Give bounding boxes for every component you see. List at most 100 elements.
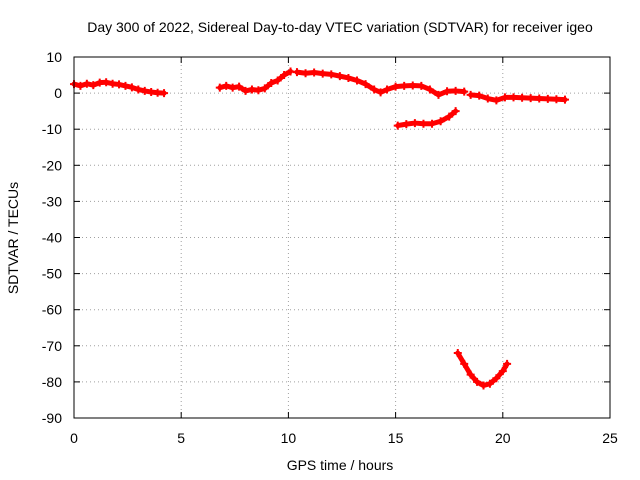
data-point — [127, 83, 136, 92]
data-point — [460, 87, 469, 96]
data-point — [241, 86, 250, 95]
data-point — [509, 93, 518, 102]
data-point — [466, 370, 475, 379]
data-point — [500, 93, 509, 102]
data-point — [479, 381, 488, 390]
x-tick-label: 25 — [602, 430, 618, 446]
y-tick-label: 10 — [46, 49, 62, 65]
data-point — [235, 82, 244, 91]
data-segment — [453, 349, 512, 390]
data-segment — [70, 78, 169, 98]
data-point — [498, 367, 507, 376]
data-point — [327, 70, 336, 79]
y-tick-label: -40 — [42, 230, 62, 246]
data-point — [121, 81, 130, 90]
data-point — [301, 69, 310, 78]
data-point — [473, 377, 482, 386]
data-trace — [455, 350, 510, 389]
data-point — [353, 76, 362, 85]
data-point — [102, 78, 111, 87]
data-point — [408, 81, 417, 90]
data-point — [140, 86, 149, 95]
grid-lines — [74, 57, 610, 418]
x-tick-label: 10 — [281, 430, 297, 446]
data-point — [280, 71, 289, 80]
data-point — [436, 117, 445, 126]
data-point — [370, 85, 379, 94]
x-tick-label: 0 — [70, 430, 78, 446]
data-point — [428, 119, 437, 128]
y-axis-label: SDTVAR / TECUs — [5, 182, 21, 294]
data-point — [417, 81, 426, 90]
data-point — [492, 374, 501, 383]
data-point — [451, 86, 460, 95]
data-point — [492, 96, 501, 105]
data-point — [273, 76, 282, 85]
y-tick-label: -60 — [42, 302, 62, 318]
data-point — [393, 121, 402, 130]
data-segment — [466, 90, 569, 105]
data-point — [402, 120, 411, 129]
data-point — [383, 85, 392, 94]
data-point — [318, 69, 327, 78]
x-tick-label: 20 — [495, 430, 511, 446]
data-segment — [215, 67, 295, 95]
data-point — [160, 89, 169, 98]
y-tick-label: 0 — [54, 85, 62, 101]
data-point — [76, 81, 85, 90]
data-point — [503, 359, 512, 368]
x-axis-label: GPS time / hours — [287, 457, 394, 473]
y-tick-label: -70 — [42, 338, 62, 354]
data-point — [483, 94, 492, 103]
data-point — [310, 68, 319, 77]
data-point — [292, 68, 301, 77]
data-point — [267, 78, 276, 87]
data-point — [335, 72, 344, 81]
chart-title: Day 300 of 2022, Sidereal Day-to-day VTE… — [87, 19, 593, 35]
data-point — [466, 90, 475, 99]
data-point — [425, 85, 434, 94]
data-point — [391, 82, 400, 91]
y-tick-label: -30 — [42, 193, 62, 209]
data-segment — [393, 107, 460, 130]
y-tick-label: -90 — [42, 410, 62, 426]
data-point — [485, 379, 494, 388]
data-point — [419, 119, 428, 128]
data-point — [134, 85, 143, 94]
data-point — [82, 79, 91, 88]
data-point — [560, 95, 569, 104]
data-point — [115, 80, 124, 89]
y-tick-label: -80 — [42, 374, 62, 390]
data-point — [410, 119, 419, 128]
y-tick-label: -10 — [42, 121, 62, 137]
plot-frame — [73, 56, 611, 419]
data-point — [518, 93, 527, 102]
data-point — [445, 112, 454, 121]
x-tick-label: 15 — [388, 430, 404, 446]
data-point — [228, 83, 237, 92]
data-point — [254, 86, 263, 95]
data-point — [434, 90, 443, 99]
data-point — [451, 107, 460, 116]
data-point — [526, 94, 535, 103]
tick-labels: 0 5 10 15 20 25 10 0 -10 -20 -30 -40 -50 -60 -70 -80 -90 — [42, 49, 618, 446]
data-point — [222, 81, 231, 90]
x-tick-label: 5 — [177, 430, 185, 446]
data-point — [443, 87, 452, 96]
data-point — [453, 349, 462, 358]
data-series — [70, 67, 569, 390]
data-segment — [292, 68, 469, 99]
data-point — [400, 81, 409, 90]
data-point — [260, 84, 269, 93]
data-point — [475, 91, 484, 100]
y-tick-label: -50 — [42, 266, 62, 282]
data-point — [89, 81, 98, 90]
data-point — [543, 94, 552, 103]
data-point — [215, 83, 224, 92]
data-point — [344, 73, 353, 82]
data-point — [552, 95, 561, 104]
y-tick-label: -20 — [42, 157, 62, 173]
data-point — [460, 359, 469, 368]
data-point — [376, 88, 385, 97]
